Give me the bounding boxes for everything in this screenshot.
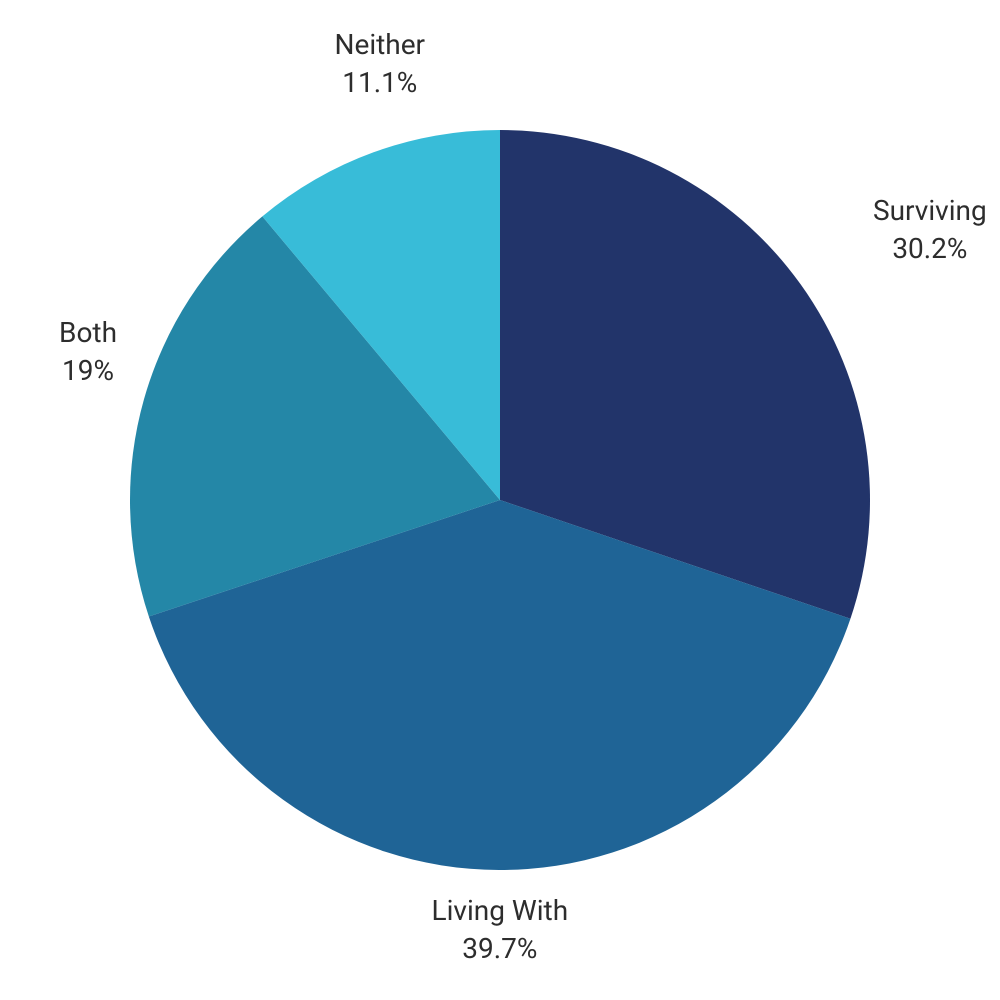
slice-pct: 39.7% [432, 930, 569, 968]
pie-svg [0, 0, 1000, 1000]
slice-name: Neither [335, 26, 426, 64]
slice-pct: 11.1% [335, 64, 426, 102]
slice-label-surviving: Surviving 30.2% [873, 192, 987, 268]
slice-pct: 30.2% [873, 230, 987, 268]
slice-label-living-with: Living With 39.7% [432, 892, 569, 968]
slice-label-neither: Neither 11.1% [335, 26, 426, 102]
pie-chart: Surviving 30.2% Living With 39.7% Both 1… [0, 0, 1000, 1000]
slice-name: Living With [432, 892, 569, 930]
slice-name: Surviving [873, 192, 987, 230]
slice-name: Both [59, 314, 117, 352]
slice-pct: 19% [59, 352, 117, 390]
slice-label-both: Both 19% [59, 314, 117, 390]
